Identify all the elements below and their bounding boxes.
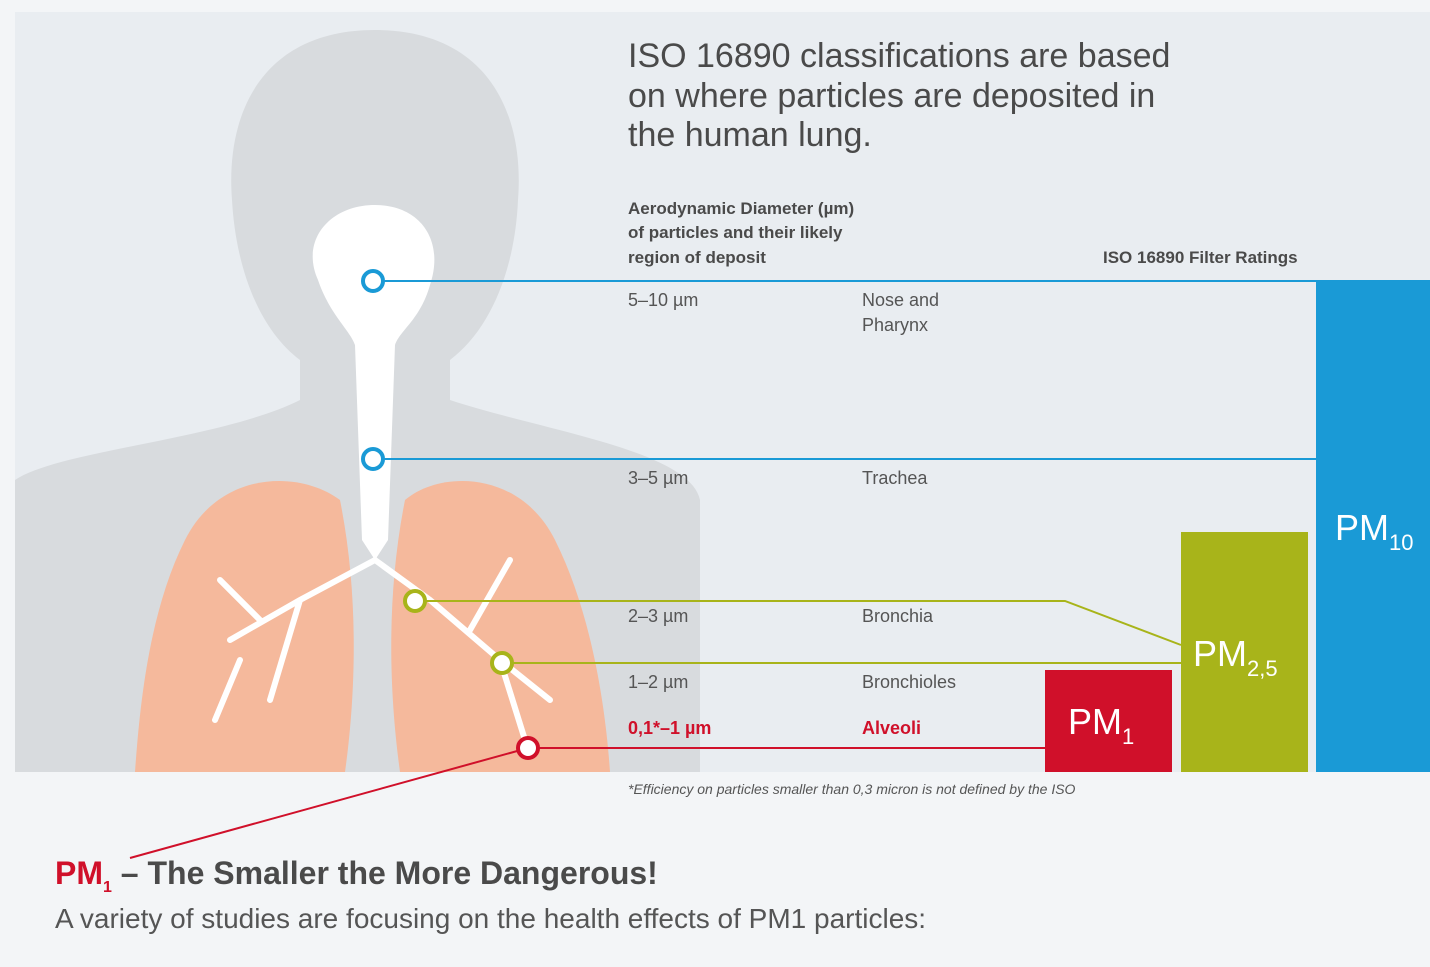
region: Alveoli	[862, 718, 921, 738]
size: 1–2 µm	[628, 672, 688, 692]
column-heading: Aerodynamic Diameter (µm)	[628, 199, 854, 218]
section-text: A variety of studies are focusing on the…	[55, 903, 926, 934]
region: Bronchia	[862, 606, 934, 626]
region: Pharynx	[862, 315, 928, 335]
infographic: PM10 PM2,5 PM1 ISO 16890 classifications…	[0, 0, 1430, 967]
column-heading: region of deposit	[628, 248, 766, 267]
footnote: *Efficiency on particles smaller than 0,…	[628, 781, 1076, 797]
intro-line: ISO 16890 classifications are based	[628, 37, 1170, 75]
size: 5–10 µm	[628, 290, 698, 310]
pm-sub: 1	[1122, 724, 1134, 749]
column-heading: of particles and their likely	[628, 223, 843, 242]
pm-main: PM	[1068, 701, 1122, 742]
region: Trachea	[862, 468, 928, 488]
intro-line: the human lung.	[628, 116, 872, 154]
title-pm: PM	[55, 855, 103, 891]
ratings-heading: ISO 16890 Filter Ratings	[1103, 248, 1298, 267]
title-rest: – The Smaller the More Dangerous!	[112, 855, 658, 891]
pm-main: PM	[1335, 507, 1389, 548]
pm-main: PM	[1193, 633, 1247, 674]
size: 2–3 µm	[628, 606, 688, 626]
pm-sub: 2,5	[1247, 656, 1278, 681]
size: 0,1*–1 µm	[628, 718, 711, 738]
region: Bronchioles	[862, 672, 956, 692]
intro-line: on where particles are deposited in	[628, 77, 1155, 115]
region: Nose and	[862, 290, 939, 310]
section-title: PM1 – The Smaller the More Dangerous!	[55, 855, 658, 896]
size: 3–5 µm	[628, 468, 688, 488]
pm-sub: 10	[1389, 530, 1413, 555]
title-sub: 1	[103, 879, 112, 896]
